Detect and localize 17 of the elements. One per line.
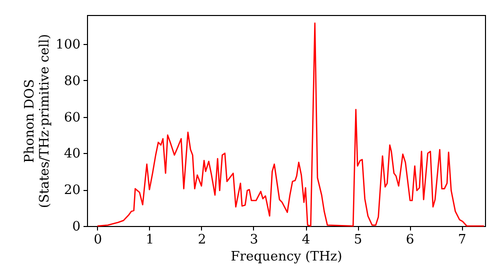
x-axis-title: Frequency (THz)	[230, 250, 342, 264]
y-axis-title: Phonon DOS (States/THz·primitive cell)	[22, 34, 53, 208]
y-tick-label: 60	[64, 110, 80, 126]
x-tick-label: 7	[458, 232, 466, 248]
y-tick-label: 40	[64, 146, 80, 162]
x-tick-label: 5	[354, 232, 362, 248]
x-tick-label: 4	[302, 232, 310, 248]
line-series	[96, 22, 485, 227]
y-tick-label: 0	[72, 220, 80, 234]
x-tick-label: 6	[406, 232, 414, 248]
x-tick-label: 2	[198, 232, 206, 248]
y-tick-label: 80	[64, 74, 80, 89]
y-tick-label: 100	[56, 38, 80, 53]
x-tick-label: 1	[146, 232, 154, 248]
y-tick-label: 20	[64, 183, 80, 198]
x-tick-label: 3	[250, 232, 258, 248]
x-tick-label: 0	[94, 232, 102, 248]
